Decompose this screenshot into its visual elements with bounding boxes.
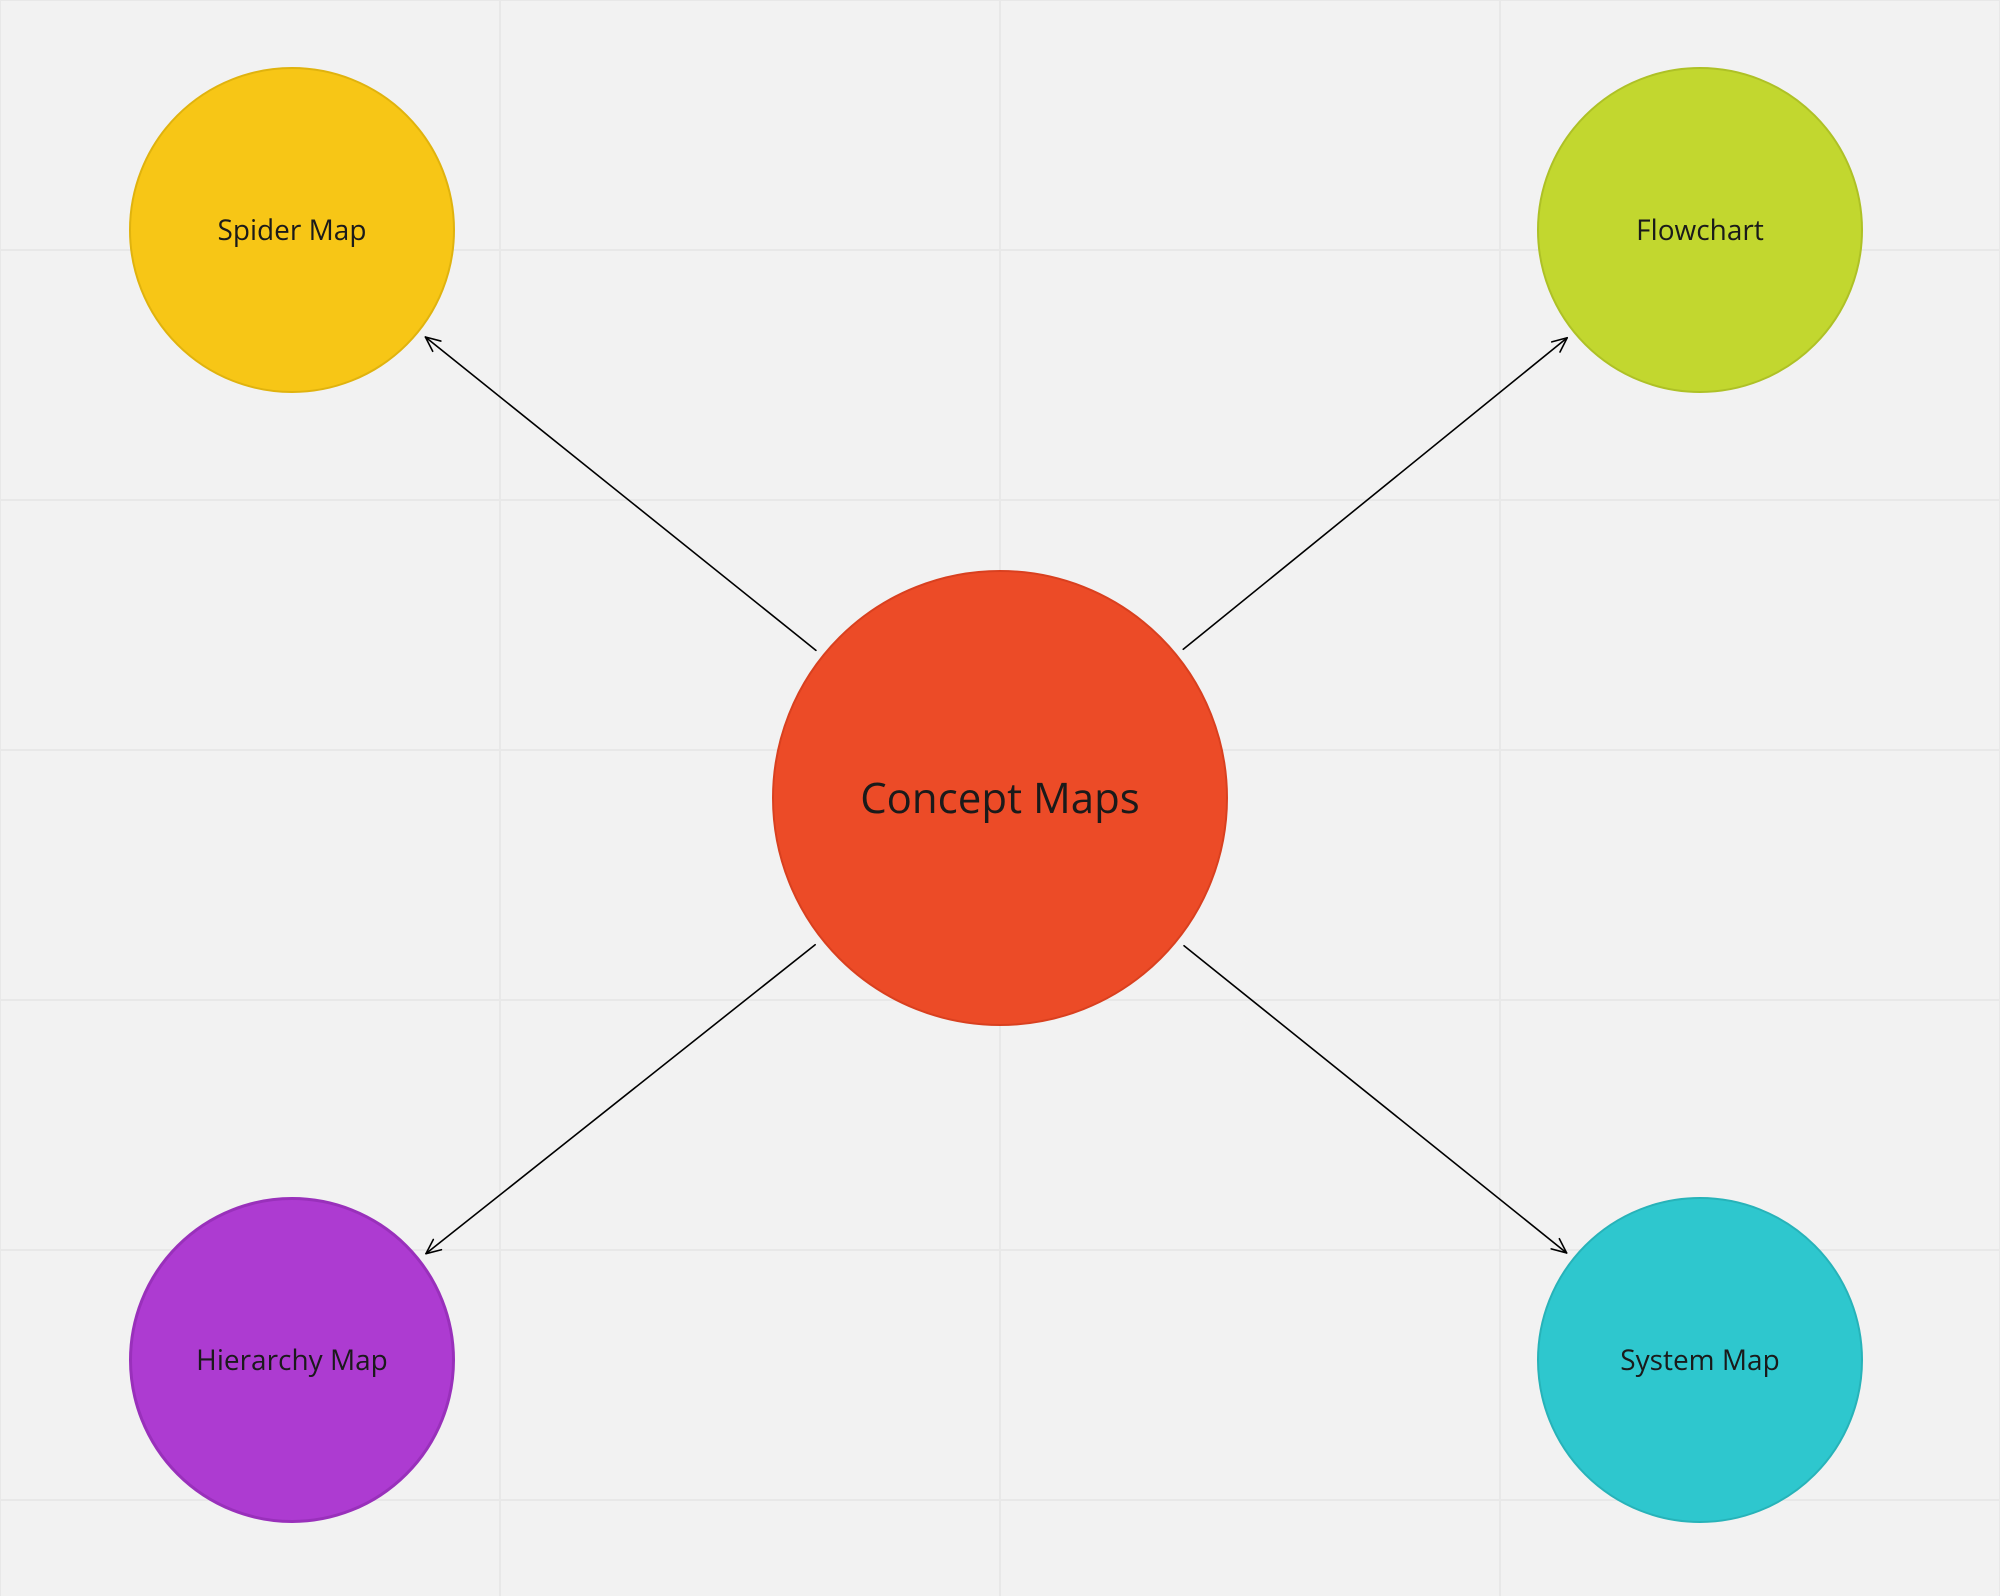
node-flowchart[interactable]: Flowchart (1537, 67, 1863, 393)
node-center-label: Concept Maps (860, 772, 1140, 825)
node-hierarchy-label: Hierarchy Map (196, 1343, 388, 1378)
node-spider[interactable]: Spider Map (129, 67, 455, 393)
node-hierarchy[interactable]: Hierarchy Map (129, 1197, 455, 1523)
node-system-label: System Map (1620, 1343, 1780, 1378)
diagram-canvas: Concept Maps Spider Map Flowchart Hierarchy… (0, 0, 2000, 1596)
node-system[interactable]: System Map (1537, 1197, 1863, 1523)
node-spider-label: Spider Map (218, 213, 367, 248)
node-center[interactable]: Concept Maps (772, 570, 1228, 1026)
node-flowchart-label: Flowchart (1636, 213, 1764, 248)
